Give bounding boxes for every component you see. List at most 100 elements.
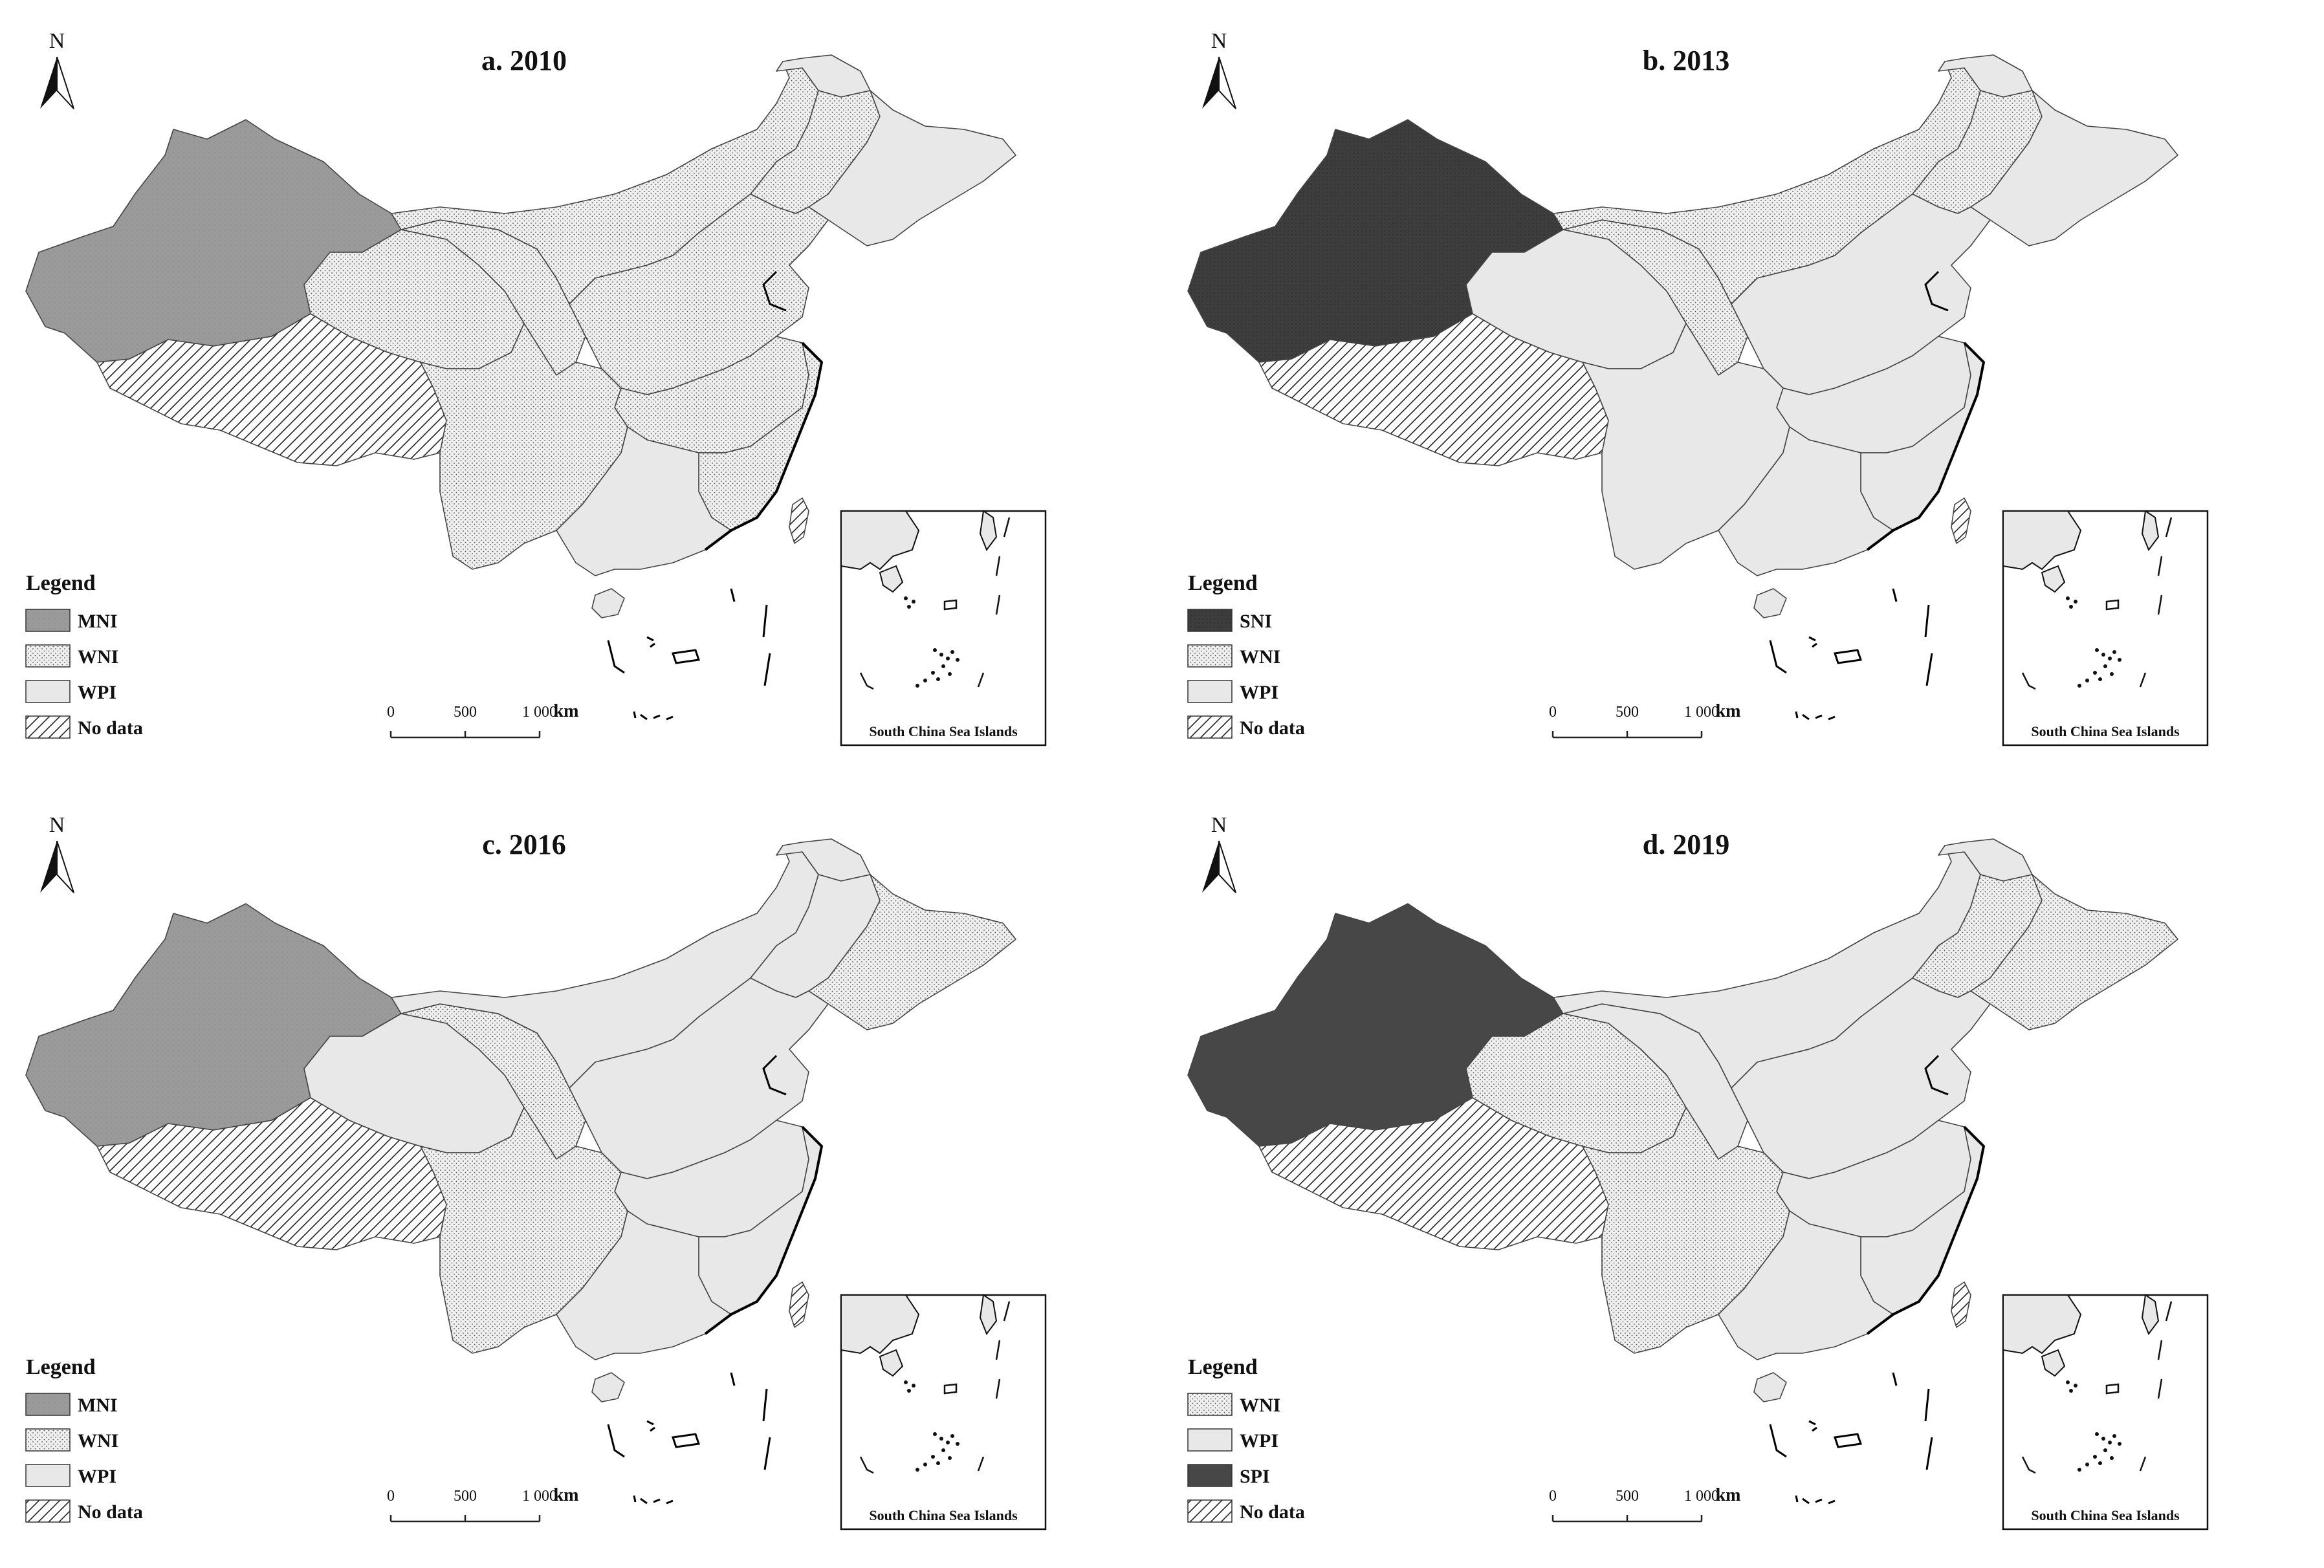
region-northeast-top [1938,838,2033,882]
legend-swatch-nodata [1187,1499,1233,1523]
south-sea-islands [1769,588,1933,721]
north-label: N [1211,813,1227,837]
region-hainan [1753,588,1787,618]
legend-swatch-wpi [25,1464,71,1487]
south-sea-islands [1769,1372,1933,1505]
panel-title: c. 2016 [482,829,566,860]
legend-swatch-mni [25,609,71,632]
region-northeast-top [776,838,871,882]
region-taiwan [789,497,809,544]
legend-swatch-mni [25,1393,71,1416]
legend-label: WPI [1240,1430,1278,1452]
region-south [1718,1210,1894,1360]
north-arrow-icon: N [40,813,74,893]
coastline [704,342,824,551]
scale-tick-label: 0 [1549,704,1557,721]
legend-label: WNI [78,646,118,668]
region-northeast-east [808,90,1016,246]
legend-swatch-wni [25,644,71,668]
coastline [704,1126,824,1335]
legend-label: WPI [78,682,116,703]
coastline [1866,342,1986,551]
legend-title: Legend [26,1355,96,1379]
map-panel-4: d. 2019 N Legend WNI WPI SPI No data 0 500 1 000k… [1187,813,2209,1530]
panel-title: b. 2013 [1643,45,1729,76]
region-taiwan [789,1281,809,1328]
china-map [1187,838,2178,1505]
legend-label: WNI [1240,1395,1280,1416]
region-northeast-top [1938,54,2033,98]
region-hainan [1753,1372,1787,1402]
legend-label: MNI [78,1395,118,1416]
scale-tick-label: 0 [387,1488,395,1505]
inset-map: South China Sea Islands [840,510,1047,746]
map-panel-2: b. 2013 N Legend SNI WNI WPI No data 0 500 1 000k… [1187,29,2209,746]
legend-label: SNI [1240,611,1272,632]
south-sea-islands [607,1372,771,1505]
legend: Legend SNI WNI WPI No data [1187,571,1305,739]
legend-title: Legend [26,571,96,595]
bohai-coast [1924,1054,1949,1096]
legend-label: No data [1240,1501,1305,1523]
region-northeast-east [1970,90,2178,246]
region-taiwan [1951,1281,1971,1328]
scale-unit: km [1716,701,1741,721]
north-arrow-icon: N [40,29,74,109]
china-map [25,838,1016,1505]
china-map [1187,54,2178,721]
legend-label: No data [78,717,143,739]
region-northeast-east [1970,874,2178,1030]
legend-swatch-wpi [1187,1428,1233,1452]
legend-label: MNI [78,611,118,632]
scale-unit: km [1716,1485,1741,1505]
inset-map: South China Sea Islands [2002,1294,2209,1530]
legend-swatch-wni [1187,644,1233,668]
legend-swatch-nodata [1187,715,1233,739]
region-south [1718,426,1894,576]
region-taiwan [1951,497,1971,544]
region-south [556,426,732,576]
panel-title: d. 2019 [1643,829,1729,860]
map-panel-3: c. 2016 N Legend MNI WNI WPI No data 0 500 1 000k… [25,813,1047,1530]
legend: Legend WNI WPI SPI No data [1187,1355,1305,1523]
legend: Legend MNI WNI WPI No data [25,571,143,739]
region-hainan [591,588,625,618]
bohai-coast [762,270,787,312]
legend-label: No data [78,1501,143,1523]
legend-swatch-wpi [1187,680,1233,703]
legend-title: Legend [1188,571,1258,595]
legend-swatch-sni [1187,609,1233,632]
legend-label: WPI [78,1466,116,1487]
scale-tick-label: 0 [1549,1488,1557,1505]
inset-map: South China Sea Islands [840,1294,1047,1530]
legend-swatch-nodata [25,1499,71,1523]
legend-swatch-nodata [25,715,71,739]
map-panel-1: a. 2010 N Legend MNI WNI WPI No data 0 500 1 000k… [25,29,1047,746]
scale-tick-label: 1 000 [1684,704,1719,721]
north-arrow-icon: N [1202,813,1236,893]
legend-swatch-wni [1187,1393,1233,1416]
region-south [556,1210,732,1360]
inset-label: South China Sea Islands [869,723,1018,739]
china-map [25,54,1016,721]
inset-label: South China Sea Islands [2031,1507,2180,1523]
inset-label: South China Sea Islands [869,1507,1018,1523]
legend-title: Legend [1188,1355,1258,1379]
legend-swatch-wpi [25,680,71,703]
legend-label: SPI [1240,1466,1270,1487]
scale-tick-label: 1 000 [522,1488,557,1505]
scale-tick-label: 1 000 [1684,1488,1719,1505]
bohai-coast [1924,270,1949,312]
scale-tick-label: 500 [454,1488,477,1505]
region-northeast-top [776,54,871,98]
north-label: N [1211,29,1227,53]
inset-label: South China Sea Islands [2031,723,2180,739]
coastline [1866,1126,1986,1335]
legend-label: No data [1240,717,1305,739]
legend: Legend MNI WNI WPI No data [25,1355,143,1523]
inset-map: South China Sea Islands [2002,510,2209,746]
